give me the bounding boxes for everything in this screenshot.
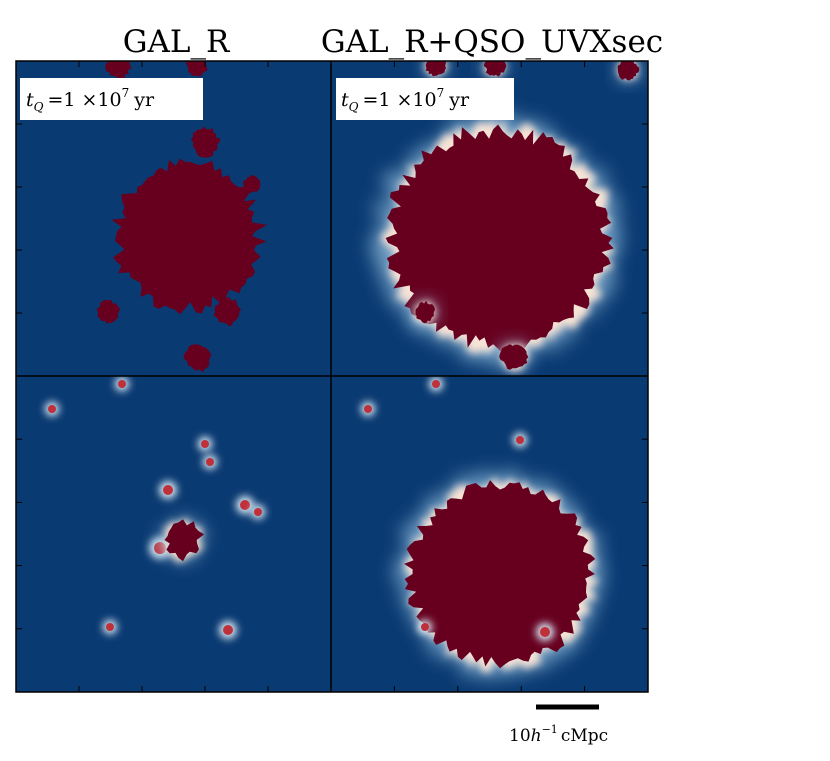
ionized-region [111, 158, 268, 315]
spot [432, 380, 440, 388]
exponent: 7 [437, 86, 445, 100]
ticks [16, 61, 648, 692]
spot [106, 623, 114, 631]
spot [254, 508, 262, 516]
ionized-region [164, 519, 205, 562]
ionized-region [385, 124, 614, 355]
panel-label: tQ =1 ×107 yr [336, 78, 514, 120]
panel [96, 61, 268, 373]
ionized-region [415, 300, 435, 324]
unit: cMpc [561, 726, 608, 746]
spot [118, 380, 126, 388]
unit: yr [448, 89, 470, 111]
label-text: tQ =1 ×107 yr [26, 86, 155, 114]
ionized-region [105, 61, 132, 79]
panel [360, 376, 607, 681]
subscript: Q [34, 100, 44, 114]
panel-label: tQ =1 ×107 yr [20, 78, 203, 120]
spot [223, 625, 233, 635]
ionized-region [483, 61, 507, 77]
spot [163, 485, 173, 495]
spot [201, 440, 209, 448]
ionized-region [213, 297, 242, 327]
spot [206, 458, 214, 466]
panel [369, 61, 641, 372]
column-title: GAL_R [123, 24, 231, 60]
symbol: h [531, 726, 542, 746]
ionized-region [185, 61, 208, 77]
symbol: t [26, 89, 34, 111]
exponent: −1 [542, 723, 558, 736]
column-title: GAL_R+QSO_UVXsec [321, 24, 663, 60]
spot [48, 405, 56, 413]
panel-frames [15, 60, 649, 693]
value: =1 ×10 [362, 89, 436, 111]
spot [516, 436, 524, 444]
value: =1 ×10 [47, 89, 121, 111]
ionized-region [96, 299, 120, 324]
ionized-region [617, 61, 640, 81]
ionized-region [243, 175, 261, 193]
spot [240, 500, 250, 510]
label-text: tQ =1 ×107 yr [341, 86, 470, 114]
spot [364, 405, 372, 413]
scale-bar-label: 10h−1 cMpc [509, 723, 608, 746]
subscript: Q [349, 100, 359, 114]
ionized-region [183, 344, 212, 373]
spot [540, 627, 550, 637]
ionized-region [404, 480, 596, 669]
ionized-region [190, 126, 221, 158]
unit: yr [133, 89, 155, 111]
ionized-region [499, 344, 529, 370]
ionized-region [425, 61, 447, 77]
panel [44, 376, 266, 639]
spot [421, 623, 429, 631]
value: 10 [509, 726, 531, 746]
symbol: t [341, 89, 349, 111]
exponent: 7 [122, 86, 130, 100]
